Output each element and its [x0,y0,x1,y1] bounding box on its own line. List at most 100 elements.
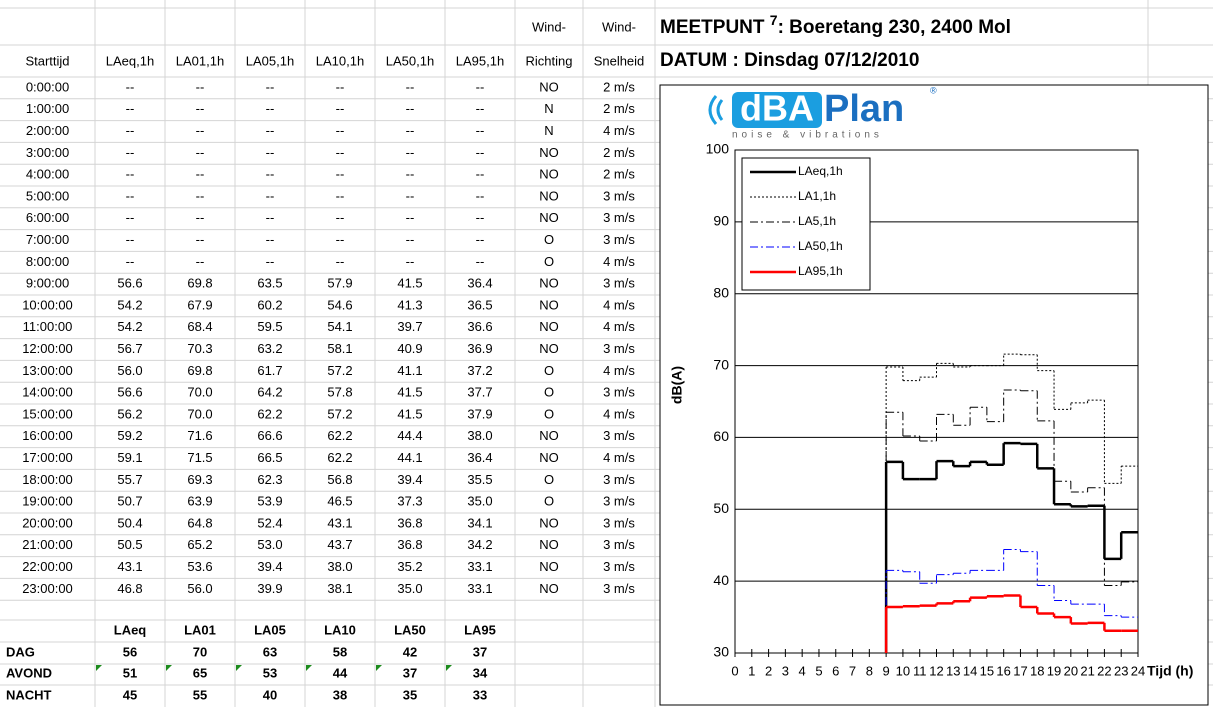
table-cell: -- [476,254,485,269]
summary-label: DAG [6,644,35,659]
table-cell: -- [406,210,415,225]
table-cell: 44.1 [397,450,422,465]
table-cell: 58.1 [327,341,352,356]
table-cell: -- [336,254,345,269]
table-cell: 62.2 [327,450,352,465]
table-cell: O [544,232,554,247]
table-cell: N [544,123,553,138]
table-cell: 41.5 [397,406,422,421]
summary-cell: 44 [333,665,348,680]
column-header: Starttijd [25,53,69,68]
table-cell: O [544,472,554,487]
table-cell: -- [336,101,345,116]
table-cell: 46.8 [117,581,142,596]
x-tick-label: 15 [980,663,994,678]
table-cell: 50.7 [117,494,142,509]
logo-part1: dBA [740,88,814,129]
logo-tagline: noise & vibrations [732,130,883,141]
table-cell: -- [266,79,275,94]
summary-header: LA05 [254,622,286,637]
table-cell: 43.1 [327,515,352,530]
legend-box [741,157,871,291]
table-cell: -- [406,145,415,160]
table-cell: O [544,385,554,400]
cell-flag [96,665,102,671]
table-cell: -- [476,232,485,247]
table-cell: O [544,254,554,269]
table-cell: -- [476,79,485,94]
y-tick-label: 100 [706,141,730,157]
y-axis-label: dB(A) [669,366,685,404]
table-cell: -- [266,254,275,269]
table-cell: 66.6 [257,428,282,443]
table-cell: 57.2 [327,363,352,378]
table-cell: 10:00:00 [22,297,73,312]
summary-cell: 70 [193,644,207,659]
table-cell: 34.1 [467,515,492,530]
table-cell: 56.8 [327,472,352,487]
table-cell: -- [266,188,275,203]
table-cell: 3 m/s [603,537,635,552]
summary-cell: 53 [263,665,277,680]
x-tick-label: 12 [929,663,943,678]
table-cell: 66.5 [257,450,282,465]
x-tick-label: 2 [765,663,772,678]
table-cell: -- [336,79,345,94]
summary-cell: 33 [473,687,487,702]
column-header-top: Wind- [602,19,636,34]
table-cell: 70.3 [187,341,212,356]
table-cell: 37.3 [397,494,422,509]
table-cell: 0:00:00 [26,79,69,94]
series [885,389,1138,653]
table-cell: 1:00:00 [26,101,69,116]
table-cell: 3 m/s [603,276,635,291]
table-cell: 63.5 [257,276,282,291]
table-cell: -- [336,167,345,182]
table-cell: 63.9 [187,494,212,509]
table-cell: 62.2 [257,406,282,421]
table-cell: 53.9 [257,494,282,509]
table-cell: 36.8 [397,515,422,530]
summary-cell: 51 [123,665,137,680]
table-cell: 12:00:00 [22,341,73,356]
table-cell: -- [266,232,275,247]
table-cell: -- [406,123,415,138]
table-cell: -- [476,101,485,116]
table-cell: 37.7 [467,385,492,400]
logo-waves [708,95,724,125]
table-cell: NO [539,79,559,94]
table-cell: NO [539,428,559,443]
table-cell: 41.1 [397,363,422,378]
column-header: LA05,1h [246,53,294,68]
table-cell: 69.8 [187,276,212,291]
table-cell: -- [266,145,275,160]
summary-cell: 55 [193,687,207,702]
table-cell: NO [539,341,559,356]
table-cell: 59.1 [117,450,142,465]
table-cell: 3 m/s [603,428,635,443]
x-tick-label: 19 [1047,663,1061,678]
title-number: 7 [770,12,778,28]
table-cell: 37.2 [467,363,492,378]
x-tick-label: 11 [913,663,927,678]
table-cell: 4:00:00 [26,167,69,182]
table-cell: NO [539,537,559,552]
x-tick-label: 16 [996,663,1010,678]
table-cell: 37.9 [467,406,492,421]
table-cell: 2 m/s [603,167,635,182]
table-cell: 36.4 [467,276,492,291]
table-cell: 8:00:00 [26,254,69,269]
table-cell: 35.2 [397,559,422,574]
table-cell: 4 m/s [603,123,635,138]
legend-label: LAeq,1h [798,164,843,178]
table-cell: -- [126,188,135,203]
summary-header: LA01 [184,622,216,637]
table-cell: 2 m/s [603,79,635,94]
table-cell: -- [126,254,135,269]
title-prefix: MEETPUNT [660,17,770,38]
table-cell: -- [476,167,485,182]
table-cell: 71.6 [187,428,212,443]
table-cell: 69.3 [187,472,212,487]
table-cell: 50.4 [117,515,142,530]
